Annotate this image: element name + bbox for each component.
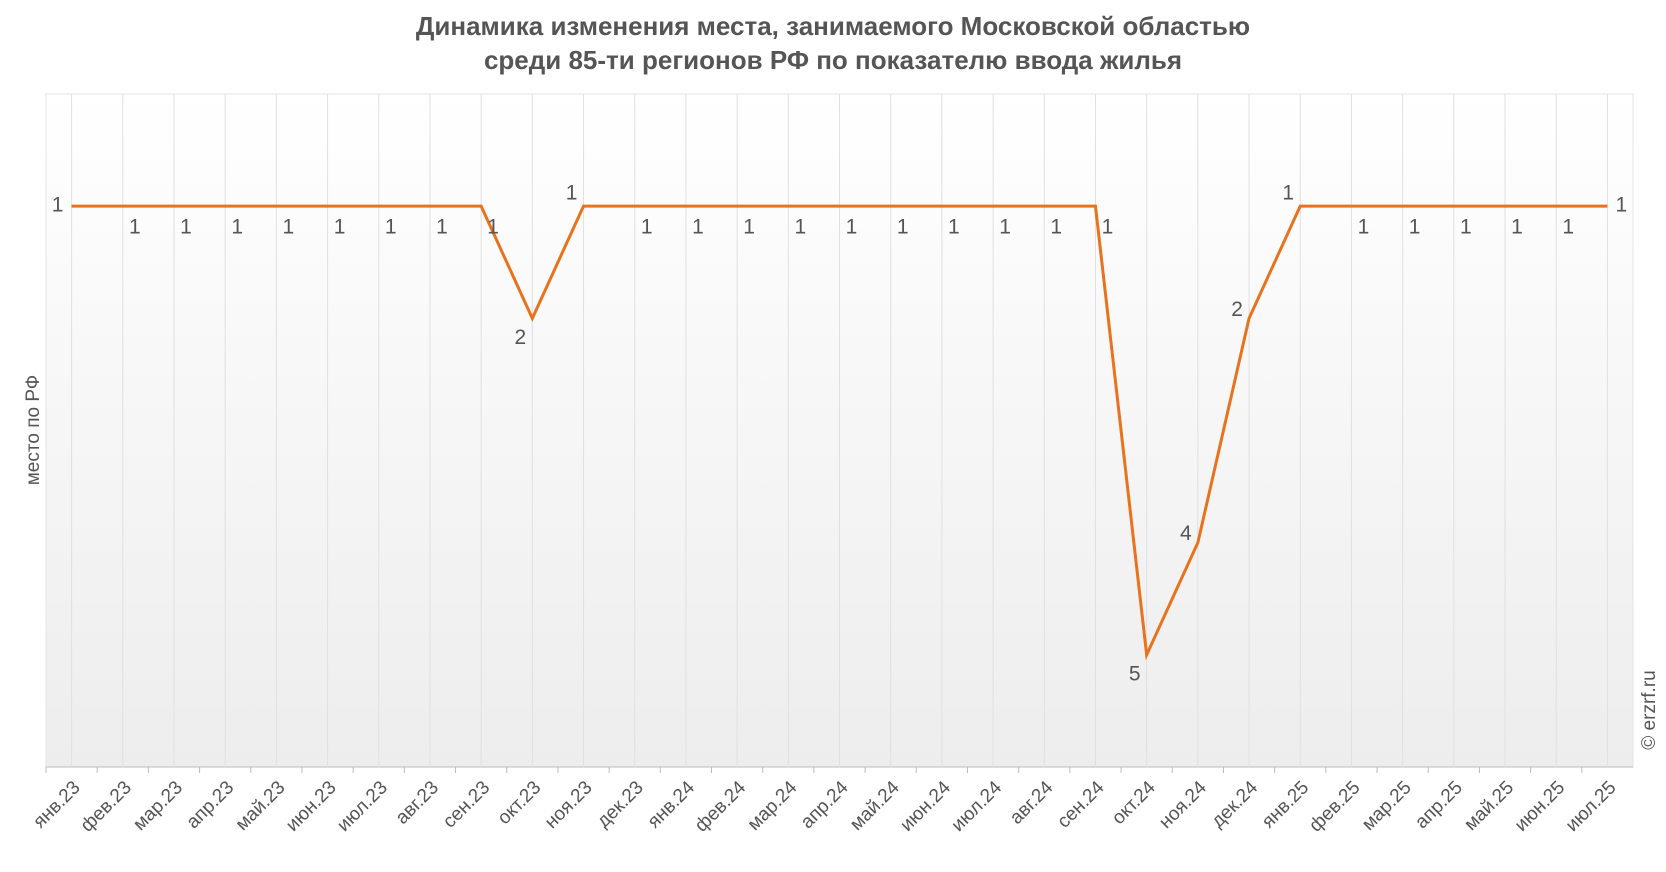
x-tick-label: сен.24 [1053,777,1108,832]
data-label: 1 [948,216,960,239]
data-label: 1 [794,216,806,239]
x-tick-label: июн.25 [1511,777,1570,836]
x-tick-label: июн.23 [282,777,341,836]
data-label: 1 [487,216,499,239]
chart-title: среди 85-ти регионов РФ по показателю вв… [484,45,1182,75]
x-tick-label: май.25 [1460,777,1518,835]
data-label: 1 [1511,216,1523,239]
line [71,204,1608,661]
x-tick-label: июн.24 [896,777,955,836]
x-tick-label: фев.23 [77,777,136,836]
x-tick-label: сен.23 [439,777,494,832]
data-label: 1 [1616,194,1628,217]
data-label: 1 [1050,216,1062,239]
data-label: 1 [566,182,578,205]
data-label: 4 [1180,522,1192,545]
x-tick-label: апр.25 [1411,777,1467,833]
data-label: 1 [1460,216,1472,239]
data-label: 1 [692,216,704,239]
data-label: 1 [385,216,397,239]
data-label: 1 [846,216,858,239]
data-label: 1 [52,194,64,217]
x-tick-label: окт.23 [494,777,546,829]
data-label: 1 [1409,216,1421,239]
data-label: 1 [641,216,653,239]
data-label: 1 [1282,182,1294,205]
x-tick-label: апр.24 [797,777,853,833]
data-label: 1 [129,216,141,239]
x-tick-label: апр.23 [183,777,239,833]
data-label: 1 [436,216,448,239]
x-tick-label: фев.25 [1305,777,1364,836]
x-tick-label: июл.25 [1562,777,1621,836]
data-label: 1 [1562,216,1574,239]
x-tick-label: дек.24 [1207,777,1262,832]
data-label: 1 [180,216,192,239]
x-tick-label: янв.25 [1258,777,1313,832]
data-label: 1 [1102,216,1114,239]
x-tick-label: окт.24 [1108,777,1160,829]
data-label: 2 [1231,298,1243,321]
x-tick-label: июл.23 [333,777,392,836]
x-tick-label: янв.23 [29,777,84,832]
x-tick-label: фев.24 [691,777,750,836]
x-tick-label: авг.23 [392,777,443,828]
x-tick-label: дек.23 [593,777,648,832]
x-tick-label: янв.24 [644,777,700,833]
x-tick-label: июл.24 [948,777,1007,836]
data-label: 2 [514,326,526,349]
y-axis-label: место по РФ [23,375,44,486]
x-tick-label: май.23 [232,777,290,835]
x-tick-label: мар.23 [129,777,187,835]
data-label: 5 [1129,662,1141,685]
data-label: 1 [743,216,755,239]
chart-title: Динамика изменения места, занимаемого Мо… [416,11,1250,41]
data-label: 1 [1358,216,1370,239]
data-label: 1 [283,216,295,239]
data-label: 1 [231,216,243,239]
x-tick-label: мар.25 [1358,777,1416,835]
credit: © erzrf.ru [1639,670,1660,749]
data-label: 1 [897,216,909,239]
x-tick-label: май.24 [846,777,904,835]
x-tick-label: авг.24 [1006,777,1058,829]
x-tick-label: ноя.24 [1155,777,1211,833]
x-tick-label: мар.24 [744,777,802,835]
data-label: 1 [999,216,1011,239]
x-tick-label: ноя.23 [541,777,597,833]
data-label: 1 [334,216,346,239]
